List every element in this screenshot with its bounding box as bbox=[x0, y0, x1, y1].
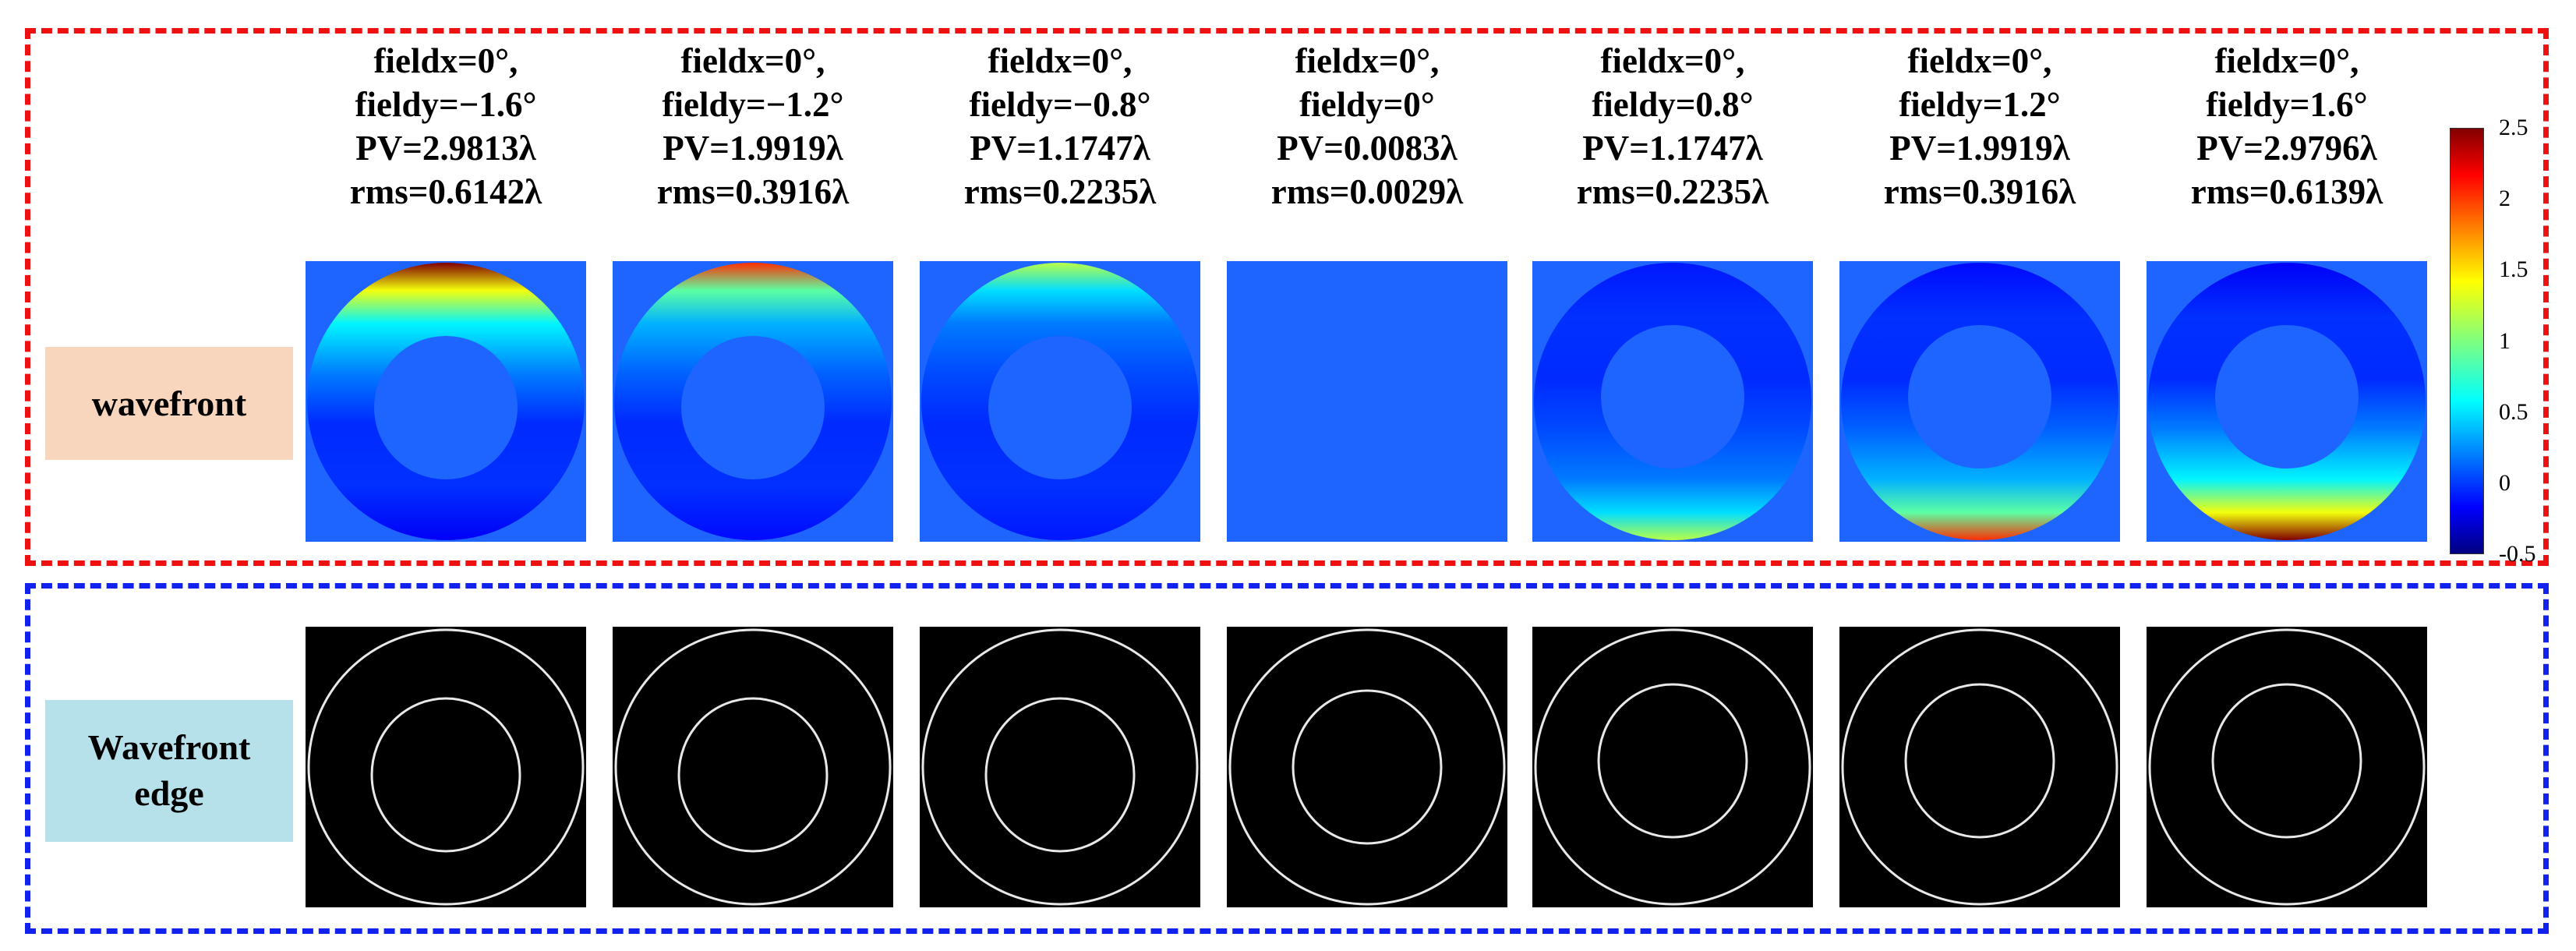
wavefront-row-label: wavefront bbox=[45, 347, 293, 460]
inner-edge-circle bbox=[984, 697, 1136, 853]
wavefront-edge-row-label: Wavefront edge bbox=[45, 700, 293, 842]
outer-edge-circle bbox=[921, 628, 1199, 906]
colorbar-gradient bbox=[2450, 128, 2484, 554]
wavefront-annulus bbox=[1534, 263, 1811, 540]
caption-fieldx: fieldx=0°, bbox=[373, 41, 518, 80]
caption-rms: rms=0.2235λ bbox=[963, 172, 1157, 211]
caption-rms: rms=0.0029λ bbox=[1270, 172, 1464, 211]
caption-pv: PV=1.1747λ bbox=[970, 129, 1150, 168]
panel-caption: fieldx=0°, fieldy=0.8° PV=1.1747λ rms=0.223… bbox=[1532, 39, 1813, 214]
edge-map bbox=[1532, 627, 1813, 907]
panel-caption: fieldx=0°, fieldy=1.2° PV=1.9919λ rms=0.391… bbox=[1839, 39, 2120, 214]
colorbar-tick-label: 0 bbox=[2499, 469, 2511, 496]
edge-background bbox=[306, 627, 586, 907]
inner-edge-circle bbox=[370, 697, 521, 853]
colorbar-tick-label: 2 bbox=[2499, 186, 2511, 212]
colorbar-tick-label: 1.5 bbox=[2499, 256, 2528, 283]
panel-caption: fieldx=0°, fieldy=0° PV=0.0083λ rms=0.0029λ bbox=[1227, 39, 1507, 214]
colorbar-tick-label: 1 bbox=[2499, 327, 2511, 354]
inner-edge-circle bbox=[1904, 683, 2055, 839]
caption-fieldy: fieldy=0.8° bbox=[1592, 85, 1754, 124]
colorbar-tick-label: 2.5 bbox=[2499, 115, 2528, 140]
wavefront-map bbox=[1532, 261, 1813, 542]
outer-edge-circle bbox=[2148, 628, 2426, 906]
wavefront-map bbox=[613, 261, 893, 542]
edge-background bbox=[920, 627, 1200, 907]
caption-fieldx: fieldx=0°, bbox=[2214, 41, 2359, 80]
edge-map bbox=[920, 627, 1200, 907]
edge-background bbox=[1839, 627, 2120, 907]
inner-edge-circle bbox=[1597, 683, 1748, 839]
edge-row-frame bbox=[25, 583, 2549, 934]
caption-fieldy: fieldy=−1.6° bbox=[355, 85, 537, 124]
wavefront-annulus bbox=[307, 263, 585, 540]
outer-edge-circle bbox=[1228, 628, 1506, 906]
caption-pv: PV=1.9919λ bbox=[663, 129, 843, 168]
wavefront-annulus bbox=[1841, 263, 2118, 540]
edge-background bbox=[1532, 627, 1813, 907]
edge-map bbox=[613, 627, 893, 907]
caption-fieldy: fieldy=−0.8° bbox=[969, 85, 1151, 124]
caption-fieldy: fieldy=−1.2° bbox=[662, 85, 844, 124]
edge-label-line2: edge bbox=[134, 773, 204, 813]
caption-fieldx: fieldx=0°, bbox=[1600, 41, 1745, 80]
caption-fieldx: fieldx=0°, bbox=[988, 41, 1133, 80]
wavefront-row-frame bbox=[25, 28, 2549, 566]
edge-map bbox=[1227, 627, 1507, 907]
caption-rms: rms=0.3916λ bbox=[656, 172, 850, 211]
edge-background bbox=[1227, 627, 1507, 907]
wavefront-map bbox=[2147, 261, 2427, 542]
panel-caption: fieldx=0°, fieldy=−0.8° PV=1.1747λ rms=0.22… bbox=[920, 39, 1200, 214]
colorbar bbox=[2450, 128, 2484, 554]
wavefront-map bbox=[1839, 261, 2120, 542]
caption-fieldx: fieldx=0°, bbox=[680, 41, 825, 80]
panel-caption: fieldx=0°, fieldy=−1.2° PV=1.9919λ rms=0.39… bbox=[613, 39, 893, 214]
caption-pv: PV=2.9796λ bbox=[2196, 129, 2377, 168]
wavefront-background bbox=[1227, 261, 1507, 542]
inner-edge-circle bbox=[1292, 689, 1443, 845]
edge-background bbox=[613, 627, 893, 907]
caption-fieldx: fieldx=0°, bbox=[1907, 41, 2052, 80]
caption-fieldx: fieldx=0°, bbox=[1295, 41, 1440, 80]
caption-fieldy: fieldy=1.6° bbox=[2206, 85, 2368, 124]
caption-rms: rms=0.2235λ bbox=[1576, 172, 1769, 211]
caption-pv: PV=1.1747λ bbox=[1582, 129, 1763, 168]
wavefront-map bbox=[1227, 261, 1507, 542]
caption-fieldy: fieldy=0° bbox=[1299, 85, 1435, 124]
edge-label-line1: Wavefront bbox=[87, 727, 251, 768]
panel-caption: fieldx=0°, fieldy=1.6° PV=2.9796λ rms=0.613… bbox=[2147, 39, 2427, 214]
outer-edge-circle bbox=[1534, 628, 1811, 906]
wavefront-map bbox=[920, 261, 1200, 542]
colorbar-tick-label: 0.5 bbox=[2499, 398, 2528, 425]
colorbar-tick-label: -0.5 bbox=[2499, 541, 2536, 567]
wavefront-label-text: wavefront bbox=[91, 384, 247, 423]
inner-edge-circle bbox=[2211, 683, 2362, 839]
caption-pv: PV=0.0083λ bbox=[1277, 129, 1458, 168]
outer-edge-circle bbox=[1841, 628, 2118, 906]
outer-edge-circle bbox=[307, 628, 585, 906]
wavefront-annulus bbox=[2148, 263, 2426, 540]
wavefront-annulus bbox=[614, 263, 892, 540]
edge-map bbox=[306, 627, 586, 907]
edge-map bbox=[1839, 627, 2120, 907]
panel-caption: fieldx=0°, fieldy=−1.6° PV=2.9813λ rms=0.61… bbox=[306, 39, 586, 214]
caption-rms: rms=0.6142λ bbox=[349, 172, 542, 211]
edge-map bbox=[2147, 627, 2427, 907]
caption-rms: rms=0.3916λ bbox=[1883, 172, 2076, 211]
edge-background bbox=[2147, 627, 2427, 907]
caption-fieldy: fieldy=1.2° bbox=[1899, 85, 2061, 124]
caption-rms: rms=0.6139λ bbox=[2190, 172, 2383, 211]
wavefront-annulus bbox=[921, 263, 1199, 540]
wavefront-map bbox=[306, 261, 586, 542]
outer-edge-circle bbox=[614, 628, 892, 906]
caption-pv: PV=2.9813λ bbox=[355, 129, 536, 168]
inner-edge-circle bbox=[677, 697, 829, 853]
caption-pv: PV=1.9919λ bbox=[1889, 129, 2070, 168]
